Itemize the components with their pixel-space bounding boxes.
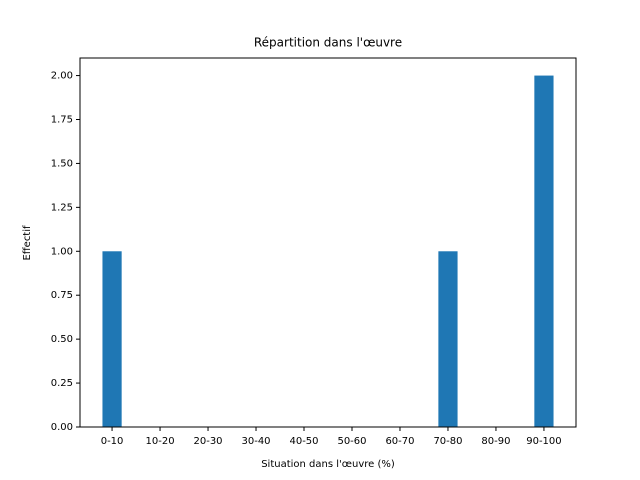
y-tick-label: 0.75 [51,290,73,301]
bar [438,251,458,427]
x-axis-label: Situation dans l'œuvre (%) [261,459,395,470]
x-tick-label: 0-10 [101,436,124,447]
bar [534,75,554,428]
y-tick-label: 0.25 [51,378,73,389]
x-tick-label: 50-60 [337,436,366,447]
y-tick-label: 0.50 [51,334,73,345]
x-tick-label: 30-40 [241,436,270,447]
x-tick-label: 90-100 [526,436,561,447]
y-tick-label: 1.25 [51,202,73,213]
x-tick-label: 70-80 [433,436,462,447]
y-axis-label: Effectif [22,225,33,261]
x-tick-label: 20-30 [193,436,222,447]
plot-frame [79,57,577,428]
x-tick-label: 10-20 [146,436,175,447]
x-tick-label: 40-50 [289,436,318,447]
x-tick-label: 60-70 [385,436,414,447]
y-tick-label: 0.00 [51,422,73,433]
x-tick-label: 80-90 [481,436,510,447]
y-tick-label: 1.50 [51,158,73,169]
y-tick-label: 1.00 [51,246,73,257]
bar [102,251,122,427]
chart-title: Répartition dans l'œuvre [254,36,402,50]
y-tick-label: 1.75 [51,115,73,126]
y-tick-label: 2.00 [51,71,73,82]
